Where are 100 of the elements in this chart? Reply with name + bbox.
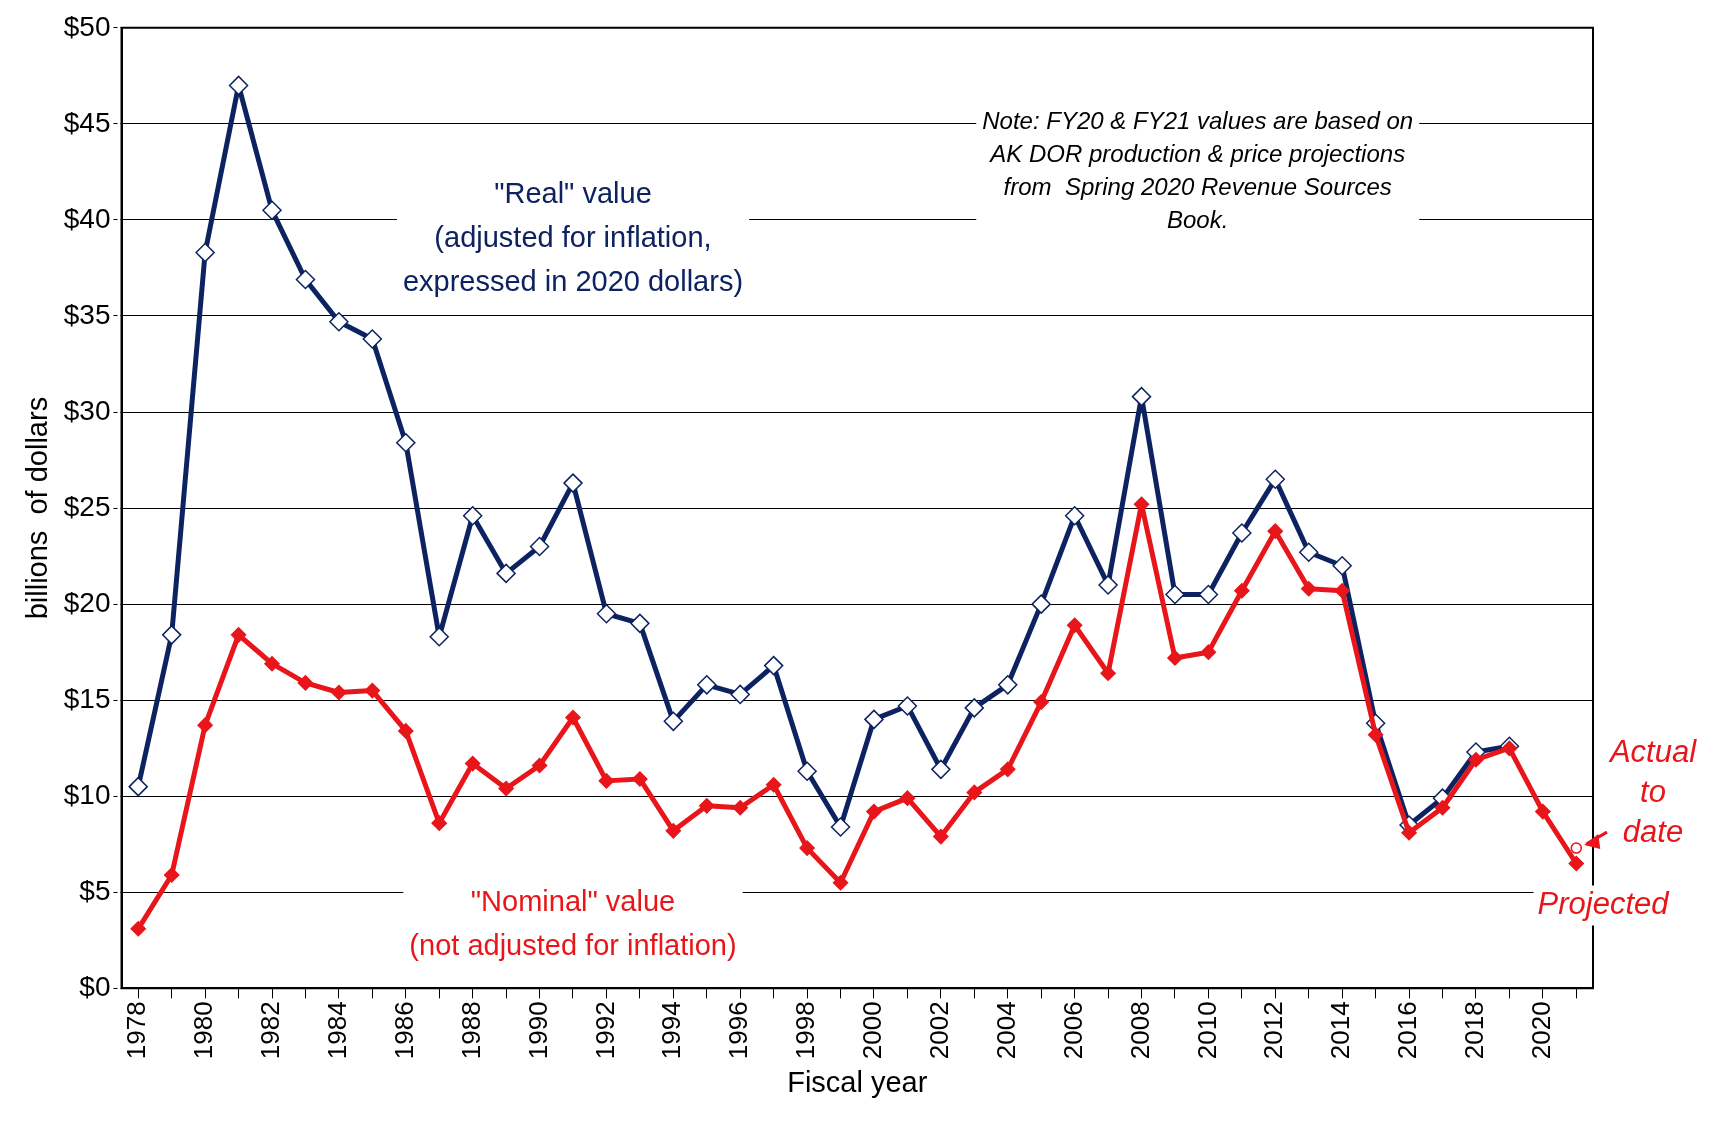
point xyxy=(264,655,280,672)
point xyxy=(1468,752,1484,768)
point xyxy=(295,269,316,290)
x-tick-label: 2020 xyxy=(1526,1001,1557,1060)
point xyxy=(161,625,182,645)
point xyxy=(1367,727,1384,743)
x-tick-label: 1984 xyxy=(322,1001,353,1060)
point xyxy=(730,684,750,705)
point xyxy=(832,874,849,891)
point xyxy=(1434,800,1451,816)
point xyxy=(362,329,383,349)
x-tick-label: 1980 xyxy=(188,1001,219,1060)
point xyxy=(1332,555,1352,576)
point xyxy=(329,311,349,332)
point xyxy=(732,800,748,816)
x-tick-label: 2004 xyxy=(990,1001,1021,1060)
point xyxy=(763,655,784,676)
point xyxy=(830,817,851,837)
point xyxy=(897,696,918,716)
x-tick-label: 2014 xyxy=(1325,1001,1356,1060)
point xyxy=(230,627,247,643)
x-tick-label: 1996 xyxy=(723,1001,754,1060)
point xyxy=(398,723,414,739)
y-tick-label: $20 xyxy=(63,586,111,618)
x-tick-label: 2010 xyxy=(1191,1001,1222,1060)
point xyxy=(1265,469,1286,490)
point xyxy=(364,682,381,699)
point xyxy=(630,613,650,634)
point xyxy=(663,711,684,732)
point xyxy=(297,675,314,691)
text: "Nominal" value (not adjusted for inflation) xyxy=(409,884,737,961)
x-tick-label: 1982 xyxy=(255,1001,286,1060)
point xyxy=(1000,761,1016,778)
point xyxy=(1198,584,1219,605)
point xyxy=(964,698,985,718)
point xyxy=(1031,594,1051,614)
point xyxy=(1334,582,1350,599)
annotation: Note: FY20 & FY21 values are based on AK DOR production & price projections from Spring 2020 Revenue Sources Book. xyxy=(982,107,1414,234)
point xyxy=(632,771,648,787)
point xyxy=(1535,803,1551,820)
point xyxy=(1200,644,1217,660)
point xyxy=(665,823,682,839)
x-tick-label: 1986 xyxy=(388,1001,419,1060)
y-tick-label: $50 xyxy=(63,10,111,42)
point xyxy=(765,776,782,793)
point xyxy=(933,828,949,845)
y-tick-label: $45 xyxy=(63,106,111,138)
point xyxy=(864,709,884,730)
y-tick-label: $10 xyxy=(63,778,111,810)
x-tick-label: 1978 xyxy=(121,1001,152,1060)
point xyxy=(130,921,146,937)
point xyxy=(598,773,615,789)
point xyxy=(1167,650,1183,666)
x-tick-label: 1998 xyxy=(790,1001,821,1060)
point xyxy=(128,776,148,797)
point xyxy=(262,200,282,221)
point xyxy=(1064,506,1085,526)
point xyxy=(431,815,447,831)
point xyxy=(197,717,213,733)
point xyxy=(1165,584,1185,605)
point xyxy=(228,75,249,96)
y-tick-label: $30 xyxy=(63,394,111,426)
x-tick-label: 2000 xyxy=(857,1001,888,1060)
x-tick-label: 2002 xyxy=(924,1001,955,1060)
point xyxy=(1401,825,1417,841)
point xyxy=(396,433,416,453)
x-tick-label: 2016 xyxy=(1392,1001,1423,1060)
point xyxy=(931,759,951,780)
point xyxy=(462,506,483,526)
point xyxy=(1100,665,1116,682)
series-label: "Real" value (adjusted for inflation, expressed in 2020 dollars) xyxy=(402,177,744,298)
point xyxy=(563,473,583,493)
point xyxy=(1234,582,1250,599)
point xyxy=(565,709,581,726)
point xyxy=(799,840,815,856)
y-tick-label: $35 xyxy=(63,298,111,330)
point xyxy=(429,627,449,647)
x-tick-label: 2008 xyxy=(1124,1001,1155,1060)
x-tick-label: 2018 xyxy=(1459,1001,1490,1060)
point xyxy=(1300,581,1317,597)
point xyxy=(697,675,717,695)
point xyxy=(1232,523,1252,543)
x-tick-label: 2012 xyxy=(1258,1001,1289,1060)
x-axis-title: Fiscal year xyxy=(787,1065,928,1098)
y-tick-label: $40 xyxy=(63,202,111,234)
point xyxy=(496,563,516,584)
point xyxy=(699,798,715,814)
y-tick-label: $15 xyxy=(63,682,111,714)
x-tick-label: 1988 xyxy=(455,1001,486,1060)
point xyxy=(498,780,514,797)
y-axis-title: billions of dollars xyxy=(21,396,54,620)
y-tick-label: $5 xyxy=(79,875,111,907)
annotation: Projected xyxy=(1537,886,1671,922)
x-tick-label: 1992 xyxy=(589,1001,620,1060)
point xyxy=(163,867,180,883)
point xyxy=(866,803,882,820)
point xyxy=(331,684,347,701)
point xyxy=(1033,694,1049,710)
point xyxy=(529,536,550,557)
point xyxy=(998,675,1018,695)
